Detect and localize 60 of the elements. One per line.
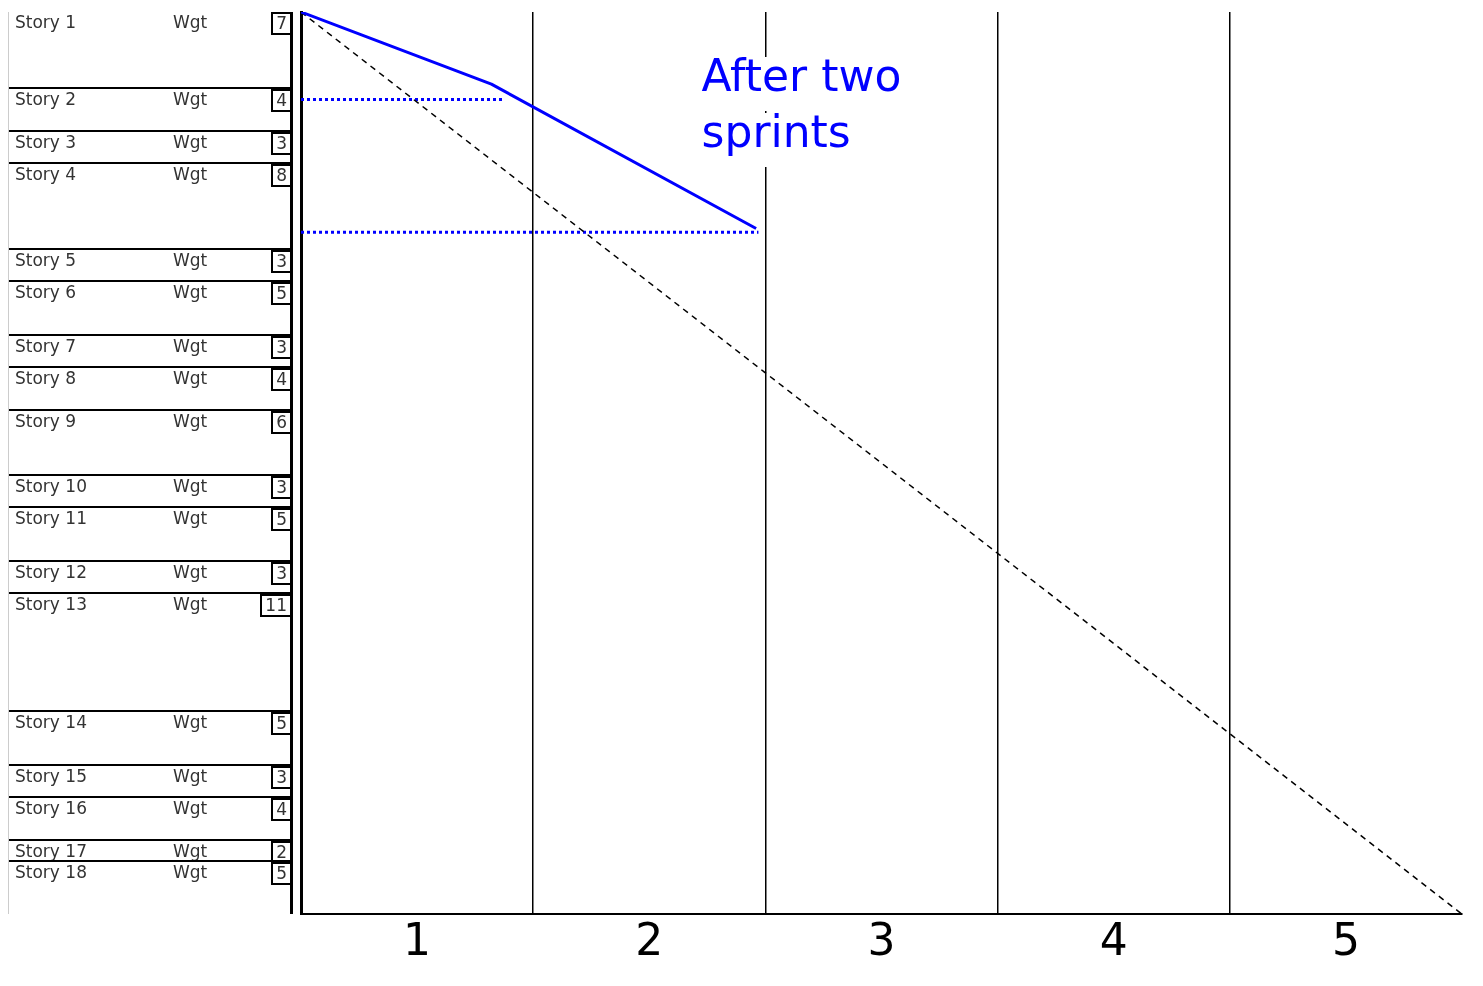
- category-label: Story 9: [15, 411, 77, 432]
- data-label: 5: [271, 862, 290, 886]
- text: Wgt: [173, 368, 208, 389]
- data-label: 6: [271, 411, 290, 435]
- category-label: Story 11: [15, 508, 87, 528]
- data-label: 3: [271, 765, 290, 789]
- text: Wgt: [173, 12, 208, 32]
- category-label: Story 15: [15, 765, 87, 786]
- text: Wgt: [173, 862, 208, 883]
- category-label: Story 18: [15, 862, 87, 883]
- text: Wgt: [173, 336, 208, 357]
- text: Wgt: [173, 765, 208, 786]
- data-label: 11: [260, 593, 290, 617]
- category-label: Story 12: [15, 561, 87, 582]
- annotation: After two sprints: [701, 49, 902, 157]
- data-label: 3: [271, 250, 290, 274]
- category-label: Story 1: [15, 12, 77, 32]
- text: Wgt: [173, 508, 208, 528]
- category-label: Story 16: [15, 797, 87, 818]
- data-label: 5: [271, 508, 290, 531]
- text: Wgt: [173, 89, 208, 110]
- x-tick-label: 5: [1331, 914, 1360, 966]
- category-label: Story 17: [15, 840, 87, 861]
- text: Wgt: [173, 411, 208, 432]
- category-label: Story 2: [15, 89, 77, 110]
- text: Wgt: [173, 593, 208, 614]
- data-label: 3: [271, 336, 290, 360]
- category-label: Story 3: [15, 132, 77, 153]
- text: Wgt: [173, 797, 208, 818]
- category-label: Story 5: [15, 250, 77, 271]
- category-label: Story 8: [15, 368, 77, 389]
- text: Wgt: [173, 164, 208, 185]
- x-tick-label: 4: [1099, 914, 1128, 966]
- x-tick-label: 2: [635, 914, 664, 966]
- text: Wgt: [173, 132, 208, 153]
- data-label: 3: [271, 561, 290, 585]
- text: Wgt: [173, 475, 208, 496]
- text: Wgt: [173, 282, 208, 303]
- category-label: Story 7: [15, 336, 77, 357]
- text: Wgt: [173, 840, 208, 861]
- x-tick-label: 3: [867, 914, 896, 966]
- data-label: 7: [271, 12, 290, 35]
- x-tick-label: 1: [403, 914, 432, 966]
- text: Wgt: [173, 250, 208, 271]
- text: Wgt: [173, 561, 208, 582]
- category-label: Story 10: [15, 475, 87, 496]
- data-label: 3: [271, 132, 290, 156]
- data-label: 3: [271, 475, 290, 499]
- data-label: 5: [271, 282, 290, 306]
- data-label: 2: [271, 840, 290, 864]
- data-label: 4: [271, 89, 290, 113]
- data-label: 4: [271, 368, 290, 392]
- category-label: Story 13: [15, 593, 87, 614]
- data-label: 4: [271, 797, 290, 821]
- category-label: Story 14: [15, 712, 87, 733]
- text: Wgt: [173, 712, 208, 733]
- data-label: 5: [271, 712, 290, 736]
- category-label: Story 6: [15, 282, 77, 303]
- category-label: Story 4: [15, 164, 77, 185]
- data-label: 8: [271, 164, 290, 188]
